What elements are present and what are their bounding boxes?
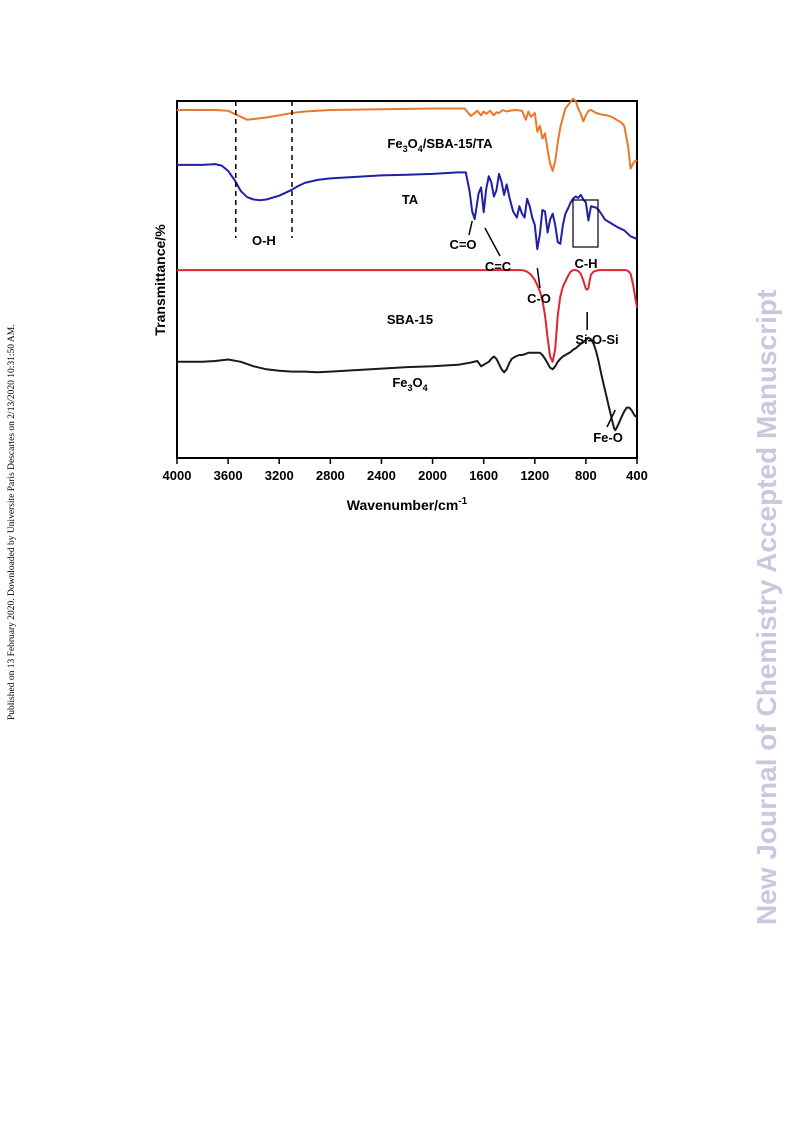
- publication-note-text: Published on 13 February 2020. Downloade…: [7, 324, 17, 720]
- x-tick-label: 1200: [520, 468, 549, 483]
- x-tick-label: 1600: [469, 468, 498, 483]
- label-subscript: 3: [403, 144, 408, 154]
- label-subscript: 3: [408, 383, 413, 393]
- x-tick-label: 800: [575, 468, 597, 483]
- x-axis-ticks: 4000 3600 3200 2800 2400 2000 1600 1200 800 400: [163, 458, 648, 483]
- journal-watermark-text: New Journal of Chemistry Accepted Manusc…: [751, 289, 782, 925]
- cc-double-leader: [484, 227, 501, 257]
- x-axis-label-superscript: -1: [458, 496, 467, 507]
- series-label: Fe3O4: [392, 375, 427, 393]
- label-subscript: 4: [418, 144, 423, 154]
- publication-note: Published on 13 February 2020. Downloade…: [6, 270, 18, 720]
- label-part: TA: [402, 192, 419, 207]
- label-part: /SBA-15/TA: [423, 136, 493, 151]
- x-axis-label: Wavenumber/cm-1: [347, 496, 468, 513]
- x-tick-label: 2000: [418, 468, 447, 483]
- ftir-chart: 4000 3600 3200 2800 2400 2000 1600 1200 800 400 F…: [152, 97, 648, 513]
- label-part: SBA-15: [387, 312, 433, 327]
- label-subscript: 4: [423, 383, 428, 393]
- journal-watermark: New Journal of Chemistry Accepted Manusc…: [750, 195, 790, 925]
- label-part: O: [408, 136, 418, 151]
- x-tick-label: 2400: [367, 468, 396, 483]
- annotation-cc_double: C=C: [485, 259, 512, 274]
- series-line: [177, 269, 638, 363]
- label-part: Fe: [387, 136, 402, 151]
- series-line: [177, 336, 638, 432]
- x-axis-label-text: Wavenumber/cm: [347, 497, 459, 513]
- x-tick-label: 4000: [163, 468, 192, 483]
- annotation-co_single: C-O: [527, 291, 551, 306]
- x-tick-label: 3600: [214, 468, 243, 483]
- label-part: O: [413, 375, 423, 390]
- series-line: [177, 97, 638, 172]
- annotation-siosi: Si-O-Si: [575, 332, 618, 347]
- ch-box: [572, 199, 599, 248]
- annotation-ch: C-H: [574, 256, 597, 271]
- co-single-leader: [536, 267, 541, 289]
- series-label: TA: [402, 192, 419, 207]
- feo-leader: [606, 409, 616, 428]
- annotation-feo: Fe-O: [593, 430, 623, 445]
- series-layer: [177, 97, 638, 432]
- x-tick-label: 2800: [316, 468, 345, 483]
- co-double-leader: [468, 220, 473, 236]
- x-tick-label: 400: [626, 468, 648, 483]
- x-tick-label: 3200: [265, 468, 294, 483]
- annotations: O-H C=O C=C C-O C-H Si-O-Si Fe-O: [235, 101, 623, 445]
- plot-frame: [176, 100, 638, 459]
- annotation-co_double: C=O: [449, 237, 476, 252]
- label-part: Fe: [392, 375, 407, 390]
- annotation-oh: O-H: [252, 233, 276, 248]
- series-label: SBA-15: [387, 312, 433, 327]
- y-axis-label: Transmittance/%: [152, 224, 168, 336]
- series-line: [177, 163, 637, 251]
- series-label: Fe3O4/SBA-15/TA: [387, 136, 493, 154]
